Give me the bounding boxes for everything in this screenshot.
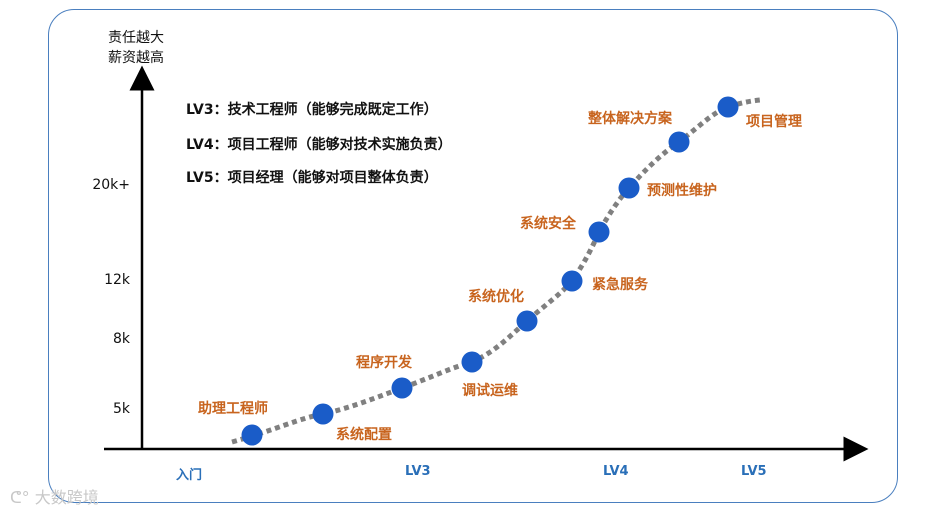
milestone-dot-2: [312, 403, 334, 425]
point-label-system-config: 系统配置: [336, 427, 392, 443]
milestone-dot-4: [461, 351, 483, 373]
y-tick-5k: 5k: [112, 401, 130, 417]
milestone-dot-9: [668, 131, 690, 153]
y-tick-8k: 8k: [112, 331, 130, 347]
point-label-system-security: 系统安全: [520, 216, 576, 232]
watermark-logo-icon: ᕦ°: [10, 488, 30, 507]
point-label-debug-ops: 调试运维: [462, 383, 518, 399]
y-axis-label-line2: 薪资越高: [108, 50, 164, 66]
legend-lv3: LV3：技术工程师（能够完成既定工作）: [186, 102, 438, 118]
milestone-dot-5: [516, 310, 538, 332]
legend-lv5: LV5：项目经理（能够对项目整体负责）: [186, 170, 438, 186]
milestone-dot-6: [561, 270, 583, 292]
x-label-lv4: LV4: [603, 464, 629, 479]
watermark-text: 大数跨境: [34, 488, 99, 507]
x-label-lv5: LV5: [741, 464, 767, 479]
y-axis-label-line1: 责任越大: [108, 30, 164, 46]
milestone-dot-7: [588, 221, 610, 243]
point-label-total-solution: 整体解决方案: [588, 111, 672, 127]
legend-lv4: LV4：项目工程师（能够对技术实施负责）: [186, 137, 452, 153]
point-label-project-management: 项目管理: [746, 114, 802, 130]
point-label-predictive-maintenance: 预测性维护: [647, 183, 717, 199]
watermark: ᕦ° 大数跨境: [10, 484, 99, 508]
milestone-dot-3: [391, 377, 413, 399]
y-tick-20k: 20k+: [92, 177, 130, 193]
point-label-assistant-engineer: 助理工程师: [198, 401, 268, 417]
x-label-entry: 入门: [176, 468, 203, 483]
x-label-lv3: LV3: [405, 464, 431, 479]
diagram-frame: [48, 9, 898, 503]
point-label-emergency-service: 紧急服务: [592, 277, 648, 293]
point-label-programming: 程序开发: [356, 355, 412, 371]
milestone-dot-8: [618, 177, 640, 199]
point-label-system-optimization: 系统优化: [468, 289, 524, 305]
milestone-dot-1: [241, 424, 263, 446]
y-tick-12k: 12k: [104, 272, 130, 288]
milestone-dot-10: [717, 96, 739, 118]
